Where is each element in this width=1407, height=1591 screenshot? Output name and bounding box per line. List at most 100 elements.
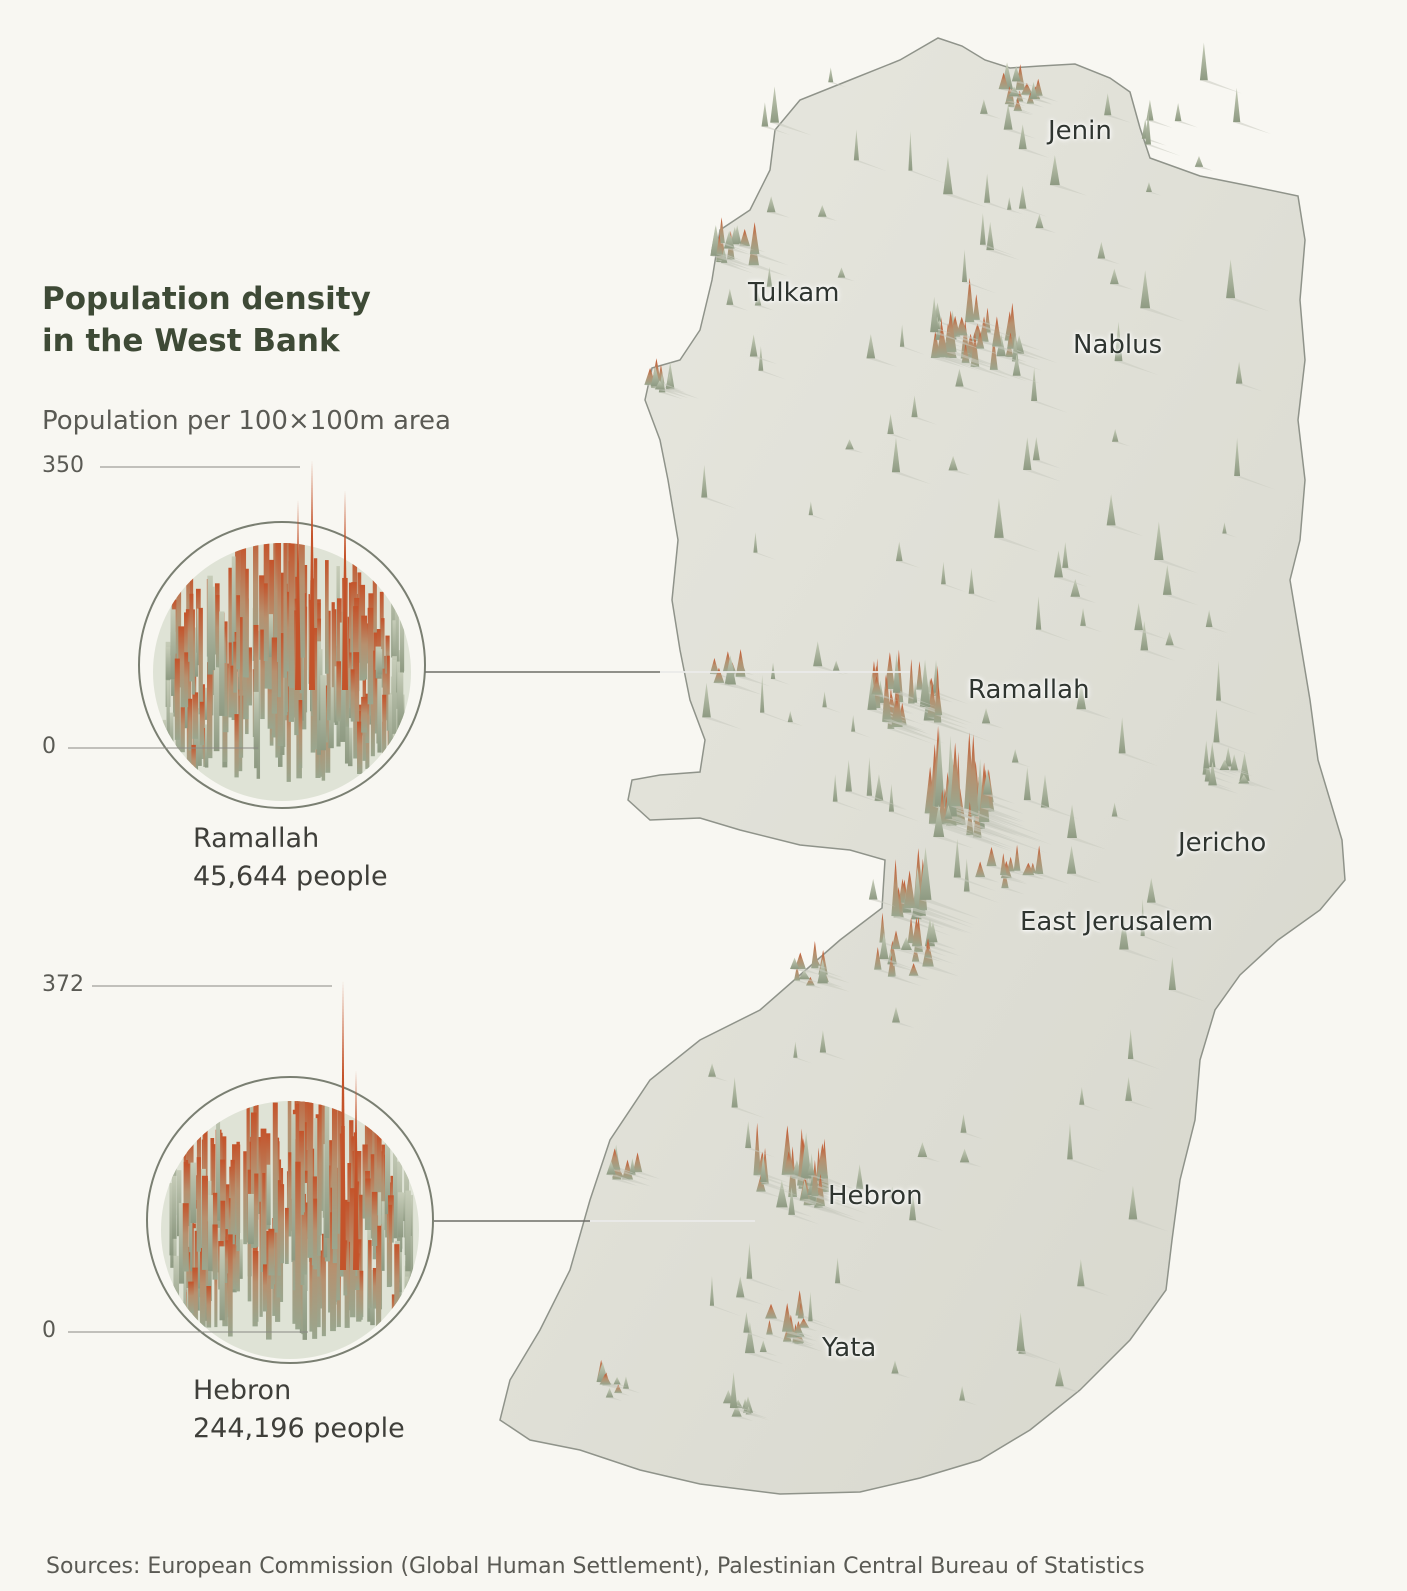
inset-density-bar [277, 1180, 281, 1276]
city-label-jericho: Jericho [1178, 828, 1267, 858]
settlement-spike-shadow [815, 1206, 854, 1218]
village-spike [817, 205, 827, 217]
village-spike [743, 1311, 750, 1333]
village-spike-shadow [819, 1052, 847, 1061]
village-spike [1003, 103, 1013, 130]
village-spike [1145, 111, 1151, 145]
inset-density-bar [186, 559, 191, 656]
inset-density-bar [183, 1163, 190, 1226]
settlement-spike [1219, 759, 1230, 771]
village-spike-shadow [1165, 645, 1187, 651]
village-spike-shadow [845, 791, 881, 803]
village-spike [1128, 1185, 1138, 1220]
village-spike [729, 1371, 738, 1409]
settlement-spike-shadow [934, 715, 968, 726]
village-spike [1154, 521, 1164, 560]
settlement-spike-shadow [1029, 98, 1053, 105]
village-spike-shadow [934, 328, 952, 334]
village-spike-shadow [1127, 1059, 1161, 1070]
village-spike-shadow [813, 666, 845, 676]
settlement-spike-shadow [1209, 767, 1239, 776]
settlement-spike-shadow [766, 1334, 786, 1340]
inset-density-bar [365, 693, 370, 744]
village-spike [1199, 42, 1208, 81]
village-spike [891, 1360, 899, 1374]
settlement-spike [919, 659, 931, 708]
hebron-inset-population: 244,196 people [193, 1413, 405, 1444]
village-spike [759, 1340, 767, 1352]
settlement-spike [1013, 98, 1023, 111]
settlement-spike-shadow [887, 976, 915, 985]
village-spike [1127, 1029, 1134, 1060]
village-spike-shadow [731, 1107, 766, 1119]
village-spike [930, 296, 939, 333]
village-spike-shadow [887, 434, 913, 442]
village-spike [955, 368, 964, 387]
village-spike [855, 1164, 864, 1190]
village-spike-shadow [758, 370, 786, 380]
village-spike [1080, 607, 1086, 626]
settlement-spike-shadow [749, 253, 789, 266]
village-spike-shadow [866, 795, 907, 810]
village-spike-shadow [1235, 383, 1263, 392]
village-spike-shadow [1070, 596, 1097, 604]
village-spike-shadow [1040, 807, 1079, 820]
village-spike-shadow [744, 1353, 784, 1365]
village-spike-shadow [766, 212, 790, 218]
inset-density-bar [206, 1286, 212, 1328]
settlement-spike [891, 930, 901, 950]
settlement-spike-shadow [891, 916, 951, 936]
village-spike-shadow [1023, 470, 1061, 482]
inset-density-bar [228, 1234, 233, 1337]
village-spike [1235, 361, 1243, 384]
settlement-spike-shadow [730, 244, 755, 251]
inset-density-bar [208, 1195, 215, 1271]
inset-density-bar [402, 1291, 409, 1336]
settlement-spike-shadow [650, 387, 689, 399]
inset-density-bar [357, 572, 362, 663]
inset-density-bar [384, 1129, 391, 1215]
city-label-hebron: Hebron [828, 1181, 923, 1211]
settlement-spike [1209, 741, 1216, 768]
inset-density-bar [376, 1134, 382, 1216]
village-spike [891, 437, 901, 473]
settlement-spike [800, 1179, 809, 1199]
village-spike [1079, 1086, 1085, 1105]
village-spike-shadow [1134, 630, 1168, 640]
village-spike-shadow [868, 899, 897, 907]
village-spike [961, 249, 968, 283]
inset-density-bar [178, 626, 185, 708]
settlement-spike-shadow [954, 821, 1025, 846]
settlement-spike [731, 1404, 742, 1417]
village-spike [979, 213, 986, 245]
settlement-spike [781, 1303, 793, 1332]
village-spike [1111, 428, 1119, 442]
inset-density-bar [253, 691, 259, 750]
village-spike [853, 129, 859, 161]
settlement-spike-shadow [1000, 875, 1027, 883]
village-spike [941, 561, 946, 585]
village-spike-shadow [807, 1175, 828, 1181]
village-spike-shadow [1119, 949, 1160, 962]
settlement-spike-shadow [978, 821, 1043, 843]
settlement-spike-shadow [724, 684, 763, 695]
village-spike [1067, 804, 1077, 838]
village-spike-shadow [1146, 120, 1173, 128]
inset-density-bar [250, 1112, 257, 1248]
village-spike-shadow [1031, 401, 1068, 413]
ramallah-inset-spikes [162, 543, 405, 782]
village-spike [984, 173, 991, 203]
inset-density-bar [405, 1190, 411, 1272]
settlement-spike-shadow [794, 1332, 813, 1337]
inset-density-bar [388, 1204, 393, 1287]
village-spike-shadow [1035, 228, 1057, 233]
title-line-1: Population density [42, 281, 371, 317]
inset-density-bar [350, 1188, 356, 1318]
village-spike [1205, 609, 1213, 628]
village-spike [1012, 354, 1021, 376]
inset-density-bar [372, 570, 377, 673]
settlement-spike [908, 963, 919, 976]
village-spike [887, 413, 894, 435]
village-spike-shadow [808, 1321, 840, 1332]
